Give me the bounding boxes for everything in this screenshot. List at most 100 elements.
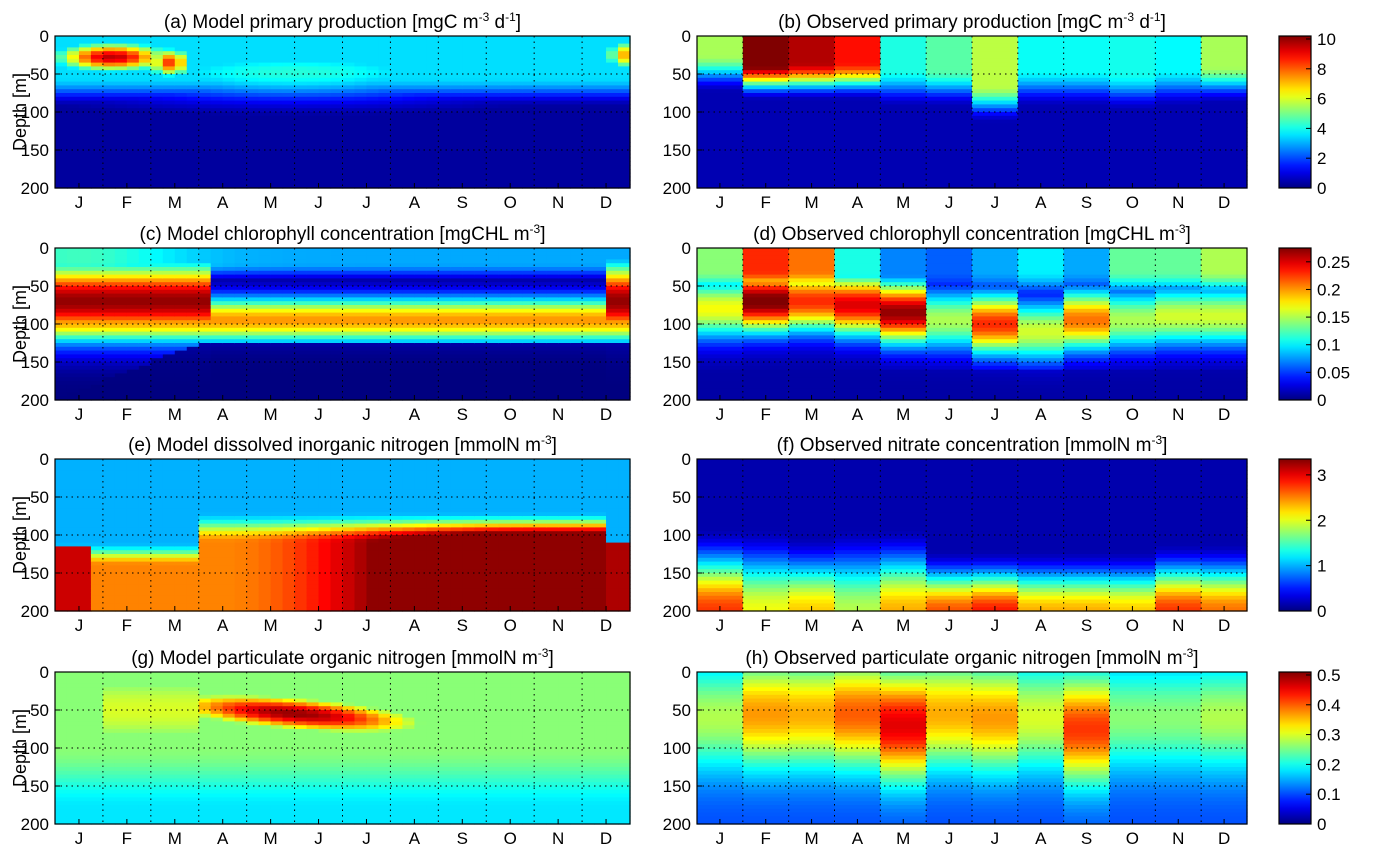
heat-cell xyxy=(522,358,535,363)
heat-cell xyxy=(697,335,744,340)
heat-cell xyxy=(90,354,104,359)
heat-cell xyxy=(402,150,415,155)
heat-cell xyxy=(582,381,595,386)
heat-cell xyxy=(150,119,164,124)
heat-cell xyxy=(972,343,1019,348)
heat-cell xyxy=(162,350,176,355)
heat-cell xyxy=(788,248,836,253)
heat-cell xyxy=(414,312,427,317)
heat-cell xyxy=(462,388,475,393)
heat-cell xyxy=(788,172,836,178)
heat-cell xyxy=(66,362,80,367)
heat-cell xyxy=(330,169,344,174)
heat-cell xyxy=(880,131,927,136)
heat-cell xyxy=(366,119,380,124)
heat-cell xyxy=(342,43,356,48)
heat-cell xyxy=(1201,251,1248,257)
heat-cell xyxy=(522,343,535,348)
heat-cell xyxy=(880,263,927,268)
heat-cell xyxy=(162,176,176,181)
heat-cell xyxy=(606,172,619,178)
heat-cell xyxy=(390,377,403,382)
heat-cell xyxy=(1063,369,1111,374)
heat-cell xyxy=(282,267,296,272)
heat-cell xyxy=(1063,36,1111,41)
heat-cell xyxy=(270,373,284,378)
heat-cell xyxy=(1201,305,1248,310)
heat-cell xyxy=(498,362,511,367)
heat-cell xyxy=(234,358,248,363)
heat-cell xyxy=(150,43,164,48)
heat-cell xyxy=(294,312,308,317)
heat-cell xyxy=(114,169,128,174)
heat-cell xyxy=(390,259,403,264)
heat-cell xyxy=(414,43,427,48)
heat-cell xyxy=(330,55,344,60)
heat-cell xyxy=(234,335,248,340)
heat-cell xyxy=(246,66,260,71)
heat-cell xyxy=(198,96,212,102)
heat-cell xyxy=(150,165,164,170)
heat-cell xyxy=(342,392,356,397)
heat-cell xyxy=(1017,112,1065,117)
heat-cell xyxy=(366,365,380,371)
heat-cell xyxy=(55,104,68,109)
heat-cell xyxy=(522,263,535,268)
heat-cell xyxy=(498,377,511,382)
heat-cell xyxy=(186,176,200,181)
heat-cell xyxy=(162,384,176,390)
heat-cell xyxy=(1109,70,1156,75)
heat-cell xyxy=(1155,104,1202,109)
heat-cell xyxy=(174,134,188,140)
heat-cell xyxy=(880,89,927,94)
heat-cell xyxy=(582,77,595,83)
heat-cell xyxy=(834,248,881,253)
heat-cell xyxy=(582,119,595,124)
heat-cell xyxy=(426,251,439,257)
heat-cell xyxy=(926,289,973,295)
heat-cell xyxy=(198,47,212,52)
heat-cell xyxy=(558,327,571,333)
heat-cell xyxy=(534,146,547,151)
heat-cell xyxy=(558,146,571,151)
heat-cell xyxy=(510,39,523,45)
heat-cell xyxy=(102,47,116,52)
heat-cell xyxy=(1063,335,1111,340)
heat-cell xyxy=(788,312,836,317)
heat-cell xyxy=(174,165,188,170)
heat-cell xyxy=(90,104,104,109)
heat-cell xyxy=(306,176,320,181)
heat-cell xyxy=(78,396,92,401)
heat-cell xyxy=(450,362,463,367)
heat-cell xyxy=(522,127,535,132)
heat-cell xyxy=(162,324,176,329)
heat-cell xyxy=(90,308,104,314)
heat-cell xyxy=(294,377,308,382)
heat-cell xyxy=(150,255,164,260)
heat-cell xyxy=(834,384,881,390)
heat-cell xyxy=(426,282,439,287)
heat-cell xyxy=(342,301,356,306)
heat-cell xyxy=(258,127,272,132)
heat-cell xyxy=(402,93,415,98)
heat-cell xyxy=(438,293,451,298)
heat-cell xyxy=(390,396,403,401)
heat-cell xyxy=(880,369,927,374)
heat-cell xyxy=(234,169,248,174)
heat-cell xyxy=(498,381,511,386)
heat-cell xyxy=(1017,81,1065,86)
heat-cell xyxy=(438,62,451,67)
heat-cell xyxy=(114,51,128,56)
heat-cell xyxy=(55,278,68,283)
heat-cell xyxy=(510,282,523,287)
heat-cell xyxy=(558,267,571,272)
heat-cell xyxy=(78,255,92,260)
heat-cell xyxy=(534,251,547,257)
heat-cell xyxy=(150,108,164,113)
heat-cell xyxy=(162,343,176,348)
heat-cell xyxy=(126,270,140,276)
heat-cell xyxy=(210,339,224,344)
heat-cell xyxy=(1109,112,1156,117)
heat-cell xyxy=(788,267,836,272)
heat-cell xyxy=(1109,251,1156,257)
